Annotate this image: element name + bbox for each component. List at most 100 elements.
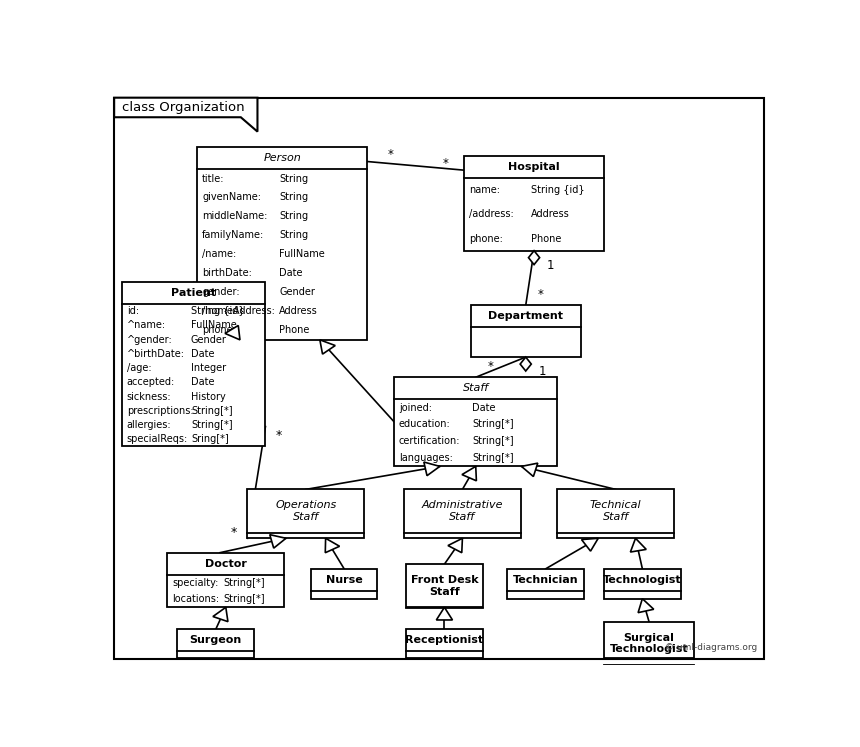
Text: joined:: joined: — [399, 403, 432, 412]
Text: education:: education: — [399, 419, 451, 430]
Polygon shape — [436, 607, 452, 620]
Text: Address: Address — [279, 306, 318, 317]
Text: Date: Date — [472, 403, 496, 412]
Text: String[*]: String[*] — [472, 419, 514, 430]
Text: © uml-diagrams.org: © uml-diagrams.org — [665, 643, 758, 652]
Text: String {id}: String {id} — [191, 306, 244, 316]
Polygon shape — [529, 251, 539, 264]
Polygon shape — [325, 539, 340, 553]
Text: *: * — [538, 288, 544, 302]
Text: certification:: certification: — [399, 436, 460, 446]
FancyBboxPatch shape — [198, 147, 367, 340]
Text: Technician: Technician — [513, 574, 579, 585]
Text: Date: Date — [191, 377, 214, 388]
Polygon shape — [581, 539, 599, 551]
Polygon shape — [462, 466, 476, 481]
Text: String: String — [279, 231, 308, 241]
Text: class Organization: class Organization — [122, 101, 245, 114]
Text: Administrative
Staff: Administrative Staff — [421, 500, 503, 522]
Text: Integer: Integer — [191, 363, 226, 373]
Polygon shape — [520, 357, 531, 371]
Text: Gender: Gender — [279, 288, 315, 297]
Polygon shape — [448, 539, 463, 553]
Text: *: * — [388, 148, 394, 161]
Text: FullName: FullName — [279, 249, 325, 259]
Text: phone:: phone: — [202, 326, 236, 335]
Text: Phone: Phone — [531, 234, 562, 244]
Text: 1: 1 — [538, 365, 546, 378]
Text: accepted:: accepted: — [126, 377, 175, 388]
FancyBboxPatch shape — [406, 629, 482, 658]
FancyBboxPatch shape — [177, 629, 255, 658]
FancyBboxPatch shape — [507, 568, 584, 598]
Text: Address: Address — [531, 209, 570, 219]
Text: Date: Date — [279, 268, 303, 279]
Text: 1: 1 — [547, 258, 555, 272]
Text: Technical
Staff: Technical Staff — [590, 500, 642, 522]
Text: id:: id: — [126, 306, 139, 316]
FancyBboxPatch shape — [464, 156, 604, 251]
FancyBboxPatch shape — [406, 564, 482, 607]
Text: /address:: /address: — [469, 209, 513, 219]
Text: givenName:: givenName: — [202, 193, 261, 202]
Polygon shape — [630, 539, 646, 552]
Text: Date: Date — [191, 349, 214, 359]
Text: specialty:: specialty: — [172, 577, 218, 588]
Text: String: String — [279, 193, 308, 202]
Text: Staff: Staff — [463, 383, 488, 393]
Text: *: * — [488, 360, 494, 374]
FancyBboxPatch shape — [168, 553, 284, 607]
Text: birthDate:: birthDate: — [202, 268, 252, 279]
Text: String[*]: String[*] — [191, 406, 232, 416]
Polygon shape — [320, 340, 335, 354]
Text: Person: Person — [263, 153, 301, 163]
Text: Phone: Phone — [279, 326, 310, 335]
Text: FullName: FullName — [191, 320, 237, 330]
Text: Nurse: Nurse — [326, 574, 362, 585]
FancyBboxPatch shape — [248, 489, 364, 539]
Text: allergies:: allergies: — [126, 420, 171, 430]
Polygon shape — [225, 326, 240, 340]
Text: History: History — [191, 391, 225, 402]
Text: Receptionist: Receptionist — [405, 635, 483, 645]
FancyBboxPatch shape — [404, 489, 521, 539]
Text: String: String — [279, 211, 308, 221]
Text: middleName:: middleName: — [202, 211, 267, 221]
Text: /age:: /age: — [126, 363, 151, 373]
Text: locations:: locations: — [172, 594, 219, 604]
Text: Operations
Staff: Operations Staff — [275, 500, 336, 522]
Text: familyName:: familyName: — [202, 231, 264, 241]
Text: ^birthDate:: ^birthDate: — [126, 349, 185, 359]
Text: Hospital: Hospital — [508, 161, 560, 172]
FancyBboxPatch shape — [114, 99, 764, 659]
Text: Gender: Gender — [191, 335, 227, 344]
Text: String[*]: String[*] — [472, 436, 514, 446]
Text: String[*]: String[*] — [191, 420, 232, 430]
Text: Front Desk
Staff: Front Desk Staff — [410, 575, 478, 597]
FancyBboxPatch shape — [604, 622, 694, 658]
Text: Sring[*]: Sring[*] — [191, 434, 229, 444]
Text: gender:: gender: — [202, 288, 240, 297]
Text: *: * — [276, 429, 282, 441]
Text: title:: title: — [202, 173, 224, 184]
Text: String {id}: String {id} — [531, 185, 585, 195]
Polygon shape — [270, 535, 286, 548]
Text: Surgical
Technologist: Surgical Technologist — [610, 633, 688, 654]
Polygon shape — [638, 598, 654, 613]
Polygon shape — [114, 98, 257, 131]
Text: String[*]: String[*] — [224, 594, 265, 604]
FancyBboxPatch shape — [470, 306, 580, 357]
FancyBboxPatch shape — [394, 377, 557, 466]
Text: ^name:: ^name: — [126, 320, 166, 330]
Text: name:: name: — [469, 185, 500, 195]
Polygon shape — [521, 463, 538, 477]
Text: languages:: languages: — [399, 453, 452, 463]
FancyBboxPatch shape — [557, 489, 674, 539]
Text: String[*]: String[*] — [224, 577, 265, 588]
Text: Doctor: Doctor — [205, 559, 247, 568]
Text: Patient: Patient — [171, 288, 217, 298]
Text: Technologist: Technologist — [603, 574, 682, 585]
Text: ^gender:: ^gender: — [126, 335, 173, 344]
Text: prescriptions:: prescriptions: — [126, 406, 194, 416]
Polygon shape — [424, 462, 439, 476]
